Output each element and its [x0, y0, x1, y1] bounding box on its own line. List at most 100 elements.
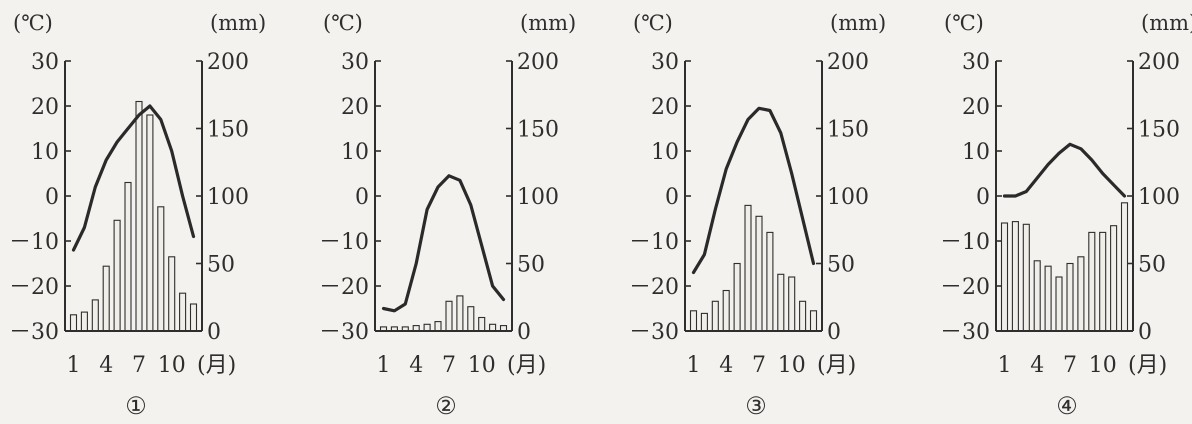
precipitation-bar: [1055, 276, 1063, 332]
precipitation-tick-label: 50: [1138, 253, 1166, 278]
precipitation-bar: [80, 311, 88, 332]
precipitation-bar: [689, 310, 698, 332]
temperature-tick-label: －10: [9, 230, 59, 255]
precipitation-unit-label: (mm): [520, 11, 576, 35]
precipitation-tick-label: 50: [207, 253, 235, 278]
month-tick-label: 4: [99, 353, 113, 378]
precipitation-tick-label: 150: [1138, 118, 1180, 143]
precipitation-tick-label: 100: [517, 185, 559, 210]
temperature-tick-label: －20: [9, 275, 59, 300]
precipitation-bar: [168, 256, 176, 332]
precipitation-bar: [69, 314, 78, 332]
precipitation-tick-label: 150: [517, 118, 559, 143]
precipitation-bar: [434, 321, 442, 332]
temperature-tick-label: －30: [940, 320, 990, 345]
temperature-line: [1002, 142, 1127, 198]
precipitation-bar: [1033, 260, 1041, 332]
precipitation-bar: [91, 299, 99, 332]
precipitation-tick-label: 200: [517, 50, 559, 75]
precipitation-tick-label: 100: [207, 185, 249, 210]
month-tick-label: 7: [132, 353, 146, 378]
precipitation-tick-label: 0: [827, 320, 841, 345]
temperature-tick-label: －20: [629, 275, 679, 300]
precipitation-tick-label: 0: [1138, 320, 1152, 345]
precipitation-bar: [1000, 222, 1009, 332]
precipitation-tick-label: 50: [517, 253, 545, 278]
temperature-tick-label: 20: [651, 95, 679, 120]
month-tick-label: 10: [158, 353, 186, 378]
temperature-tick-label: 0: [45, 185, 59, 210]
temperature-tick-label: 20: [341, 95, 369, 120]
month-tick-label: 10: [468, 353, 496, 378]
temperature-tick-label: －20: [319, 275, 369, 300]
month-tick-label: 10: [778, 353, 806, 378]
precipitation-tick-label: 200: [207, 50, 249, 75]
precipitation-bar: [1011, 221, 1019, 332]
month-unit-label: (月): [507, 353, 546, 378]
temperature-tick-label: －30: [9, 320, 59, 345]
temperature-tick-label: －20: [940, 275, 990, 300]
temperature-tick-label: 10: [962, 140, 990, 165]
precipitation-bar: [711, 300, 719, 332]
temperature-tick-label: 10: [341, 140, 369, 165]
precipitation-bar: [788, 276, 796, 332]
temperature-unit-label: (℃): [944, 11, 984, 35]
temperature-unit-label: (℃): [633, 11, 673, 35]
month-tick-label: 4: [1030, 353, 1044, 378]
temperature-tick-label: 20: [31, 95, 59, 120]
month-tick-label: 1: [66, 353, 80, 378]
month-unit-label: (月): [197, 353, 236, 378]
chart-label: ④: [1056, 392, 1078, 420]
precipitation-bar: [478, 316, 486, 332]
temperature-line: [381, 174, 506, 313]
temperature-tick-label: 20: [962, 95, 990, 120]
precipitation-bar: [467, 306, 475, 332]
precipitation-bar: [733, 262, 741, 332]
precipitation-bar: [456, 295, 464, 332]
temperature-tick-label: 0: [976, 185, 990, 210]
month-tick-label: 10: [1089, 353, 1117, 378]
precipitation-bar: [1044, 265, 1052, 332]
precipitation-tick-label: 0: [517, 320, 531, 345]
precipitation-bar: [722, 289, 730, 332]
month-tick-label: 7: [1063, 353, 1077, 378]
precipitation-bar: [179, 292, 187, 332]
month-tick-label: 4: [409, 353, 423, 378]
precipitation-bar: [1077, 256, 1085, 332]
precipitation-bar: [445, 300, 453, 332]
month-tick-label: 1: [997, 353, 1011, 378]
temperature-tick-label: 0: [665, 185, 679, 210]
precipitation-bar: [755, 215, 763, 332]
month-tick-label: 1: [686, 353, 700, 378]
temperature-tick-label: 30: [962, 50, 990, 75]
precipitation-bar: [124, 181, 132, 332]
month-tick-label: 7: [442, 353, 456, 378]
temperature-tick-label: 30: [31, 50, 59, 75]
month-tick-label: 4: [719, 353, 733, 378]
precipitation-tick-label: 50: [827, 253, 855, 278]
precipitation-bar: [799, 300, 807, 332]
precipitation-unit-label: (mm): [210, 11, 266, 35]
temperature-tick-label: －10: [940, 230, 990, 255]
temperature-line: [71, 104, 196, 252]
temperature-unit-label: (℃): [13, 11, 53, 35]
precipitation-bar: [766, 231, 774, 332]
precipitation-tick-label: 100: [1138, 185, 1180, 210]
precipitation-bar: [113, 219, 121, 332]
precipitation-tick-label: 200: [827, 50, 869, 75]
precipitation-bar: [1110, 225, 1118, 332]
precipitation-unit-label: (mm): [1141, 11, 1192, 35]
precipitation-bar: [1022, 223, 1030, 332]
precipitation-bar: [744, 204, 752, 332]
precipitation-bar: [157, 206, 165, 332]
precipitation-tick-label: 0: [207, 320, 221, 345]
precipitation-bar: [700, 312, 708, 332]
month-tick-label: 7: [752, 353, 766, 378]
temperature-tick-label: －30: [319, 320, 369, 345]
precipitation-tick-label: 100: [827, 185, 869, 210]
chart-label: ②: [435, 392, 457, 420]
